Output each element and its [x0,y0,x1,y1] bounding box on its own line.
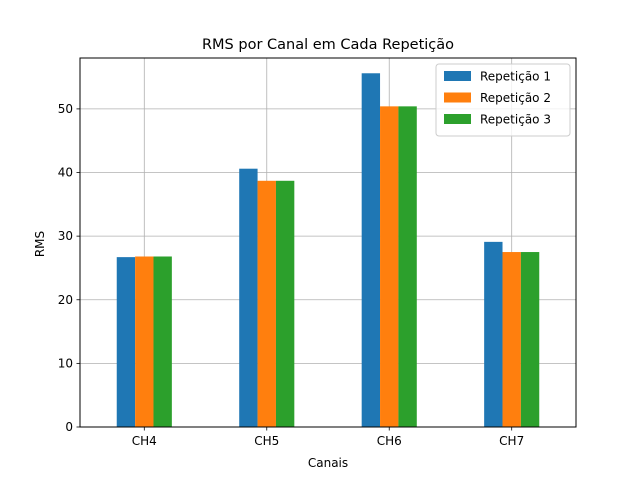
legend-swatch [444,114,471,124]
bar-ch4-series-2 [135,256,154,427]
y-axis-label: RMS [33,231,47,257]
bar-ch5-series-2 [257,180,276,427]
y-tick-label: 20 [58,293,73,307]
bar-ch7-series-2 [502,252,521,427]
legend: Repetição 1 Repetição 2 Repetição 3 [435,63,571,137]
bar-ch5-series-3 [275,180,295,427]
bars [116,73,540,428]
legend-swatch [444,71,471,81]
y-tick-label: 40 [58,166,73,180]
legend-label: Repetição 1 [480,70,551,84]
y-tick-label: 30 [58,229,73,243]
x-tick-label: CH7 [499,434,524,448]
bar-ch6-series-2 [380,106,399,428]
bar-ch7-series-1 [484,241,503,427]
x-tick-label: CH6 [377,434,402,448]
chart-title: RMS por Canal em Cada Repetição [202,37,454,53]
legend-label: Repetição 3 [480,113,551,127]
bar-ch5-series-1 [239,168,258,427]
y-tick-label: 10 [58,356,73,370]
y-tick-label: 50 [58,102,73,116]
y-axis-ticks: 0 10 20 30 40 50 [58,102,80,434]
legend-label: Repetição 2 [480,91,551,105]
x-axis-ticks: CH4 CH5 CH6 CH7 [132,427,524,448]
x-tick-label: CH4 [132,434,157,448]
bar-ch4-series-3 [153,256,172,427]
bar-ch6-series-3 [398,106,417,428]
bar-ch6-series-1 [361,73,381,427]
bar-ch7-series-3 [520,252,540,427]
y-tick-label: 0 [65,420,73,434]
plot-frame [79,57,577,428]
bar-ch4-series-1 [116,257,136,427]
legend-swatch [444,92,471,103]
x-tick-label: CH5 [254,434,279,448]
x-axis-label: Canais [308,456,348,470]
